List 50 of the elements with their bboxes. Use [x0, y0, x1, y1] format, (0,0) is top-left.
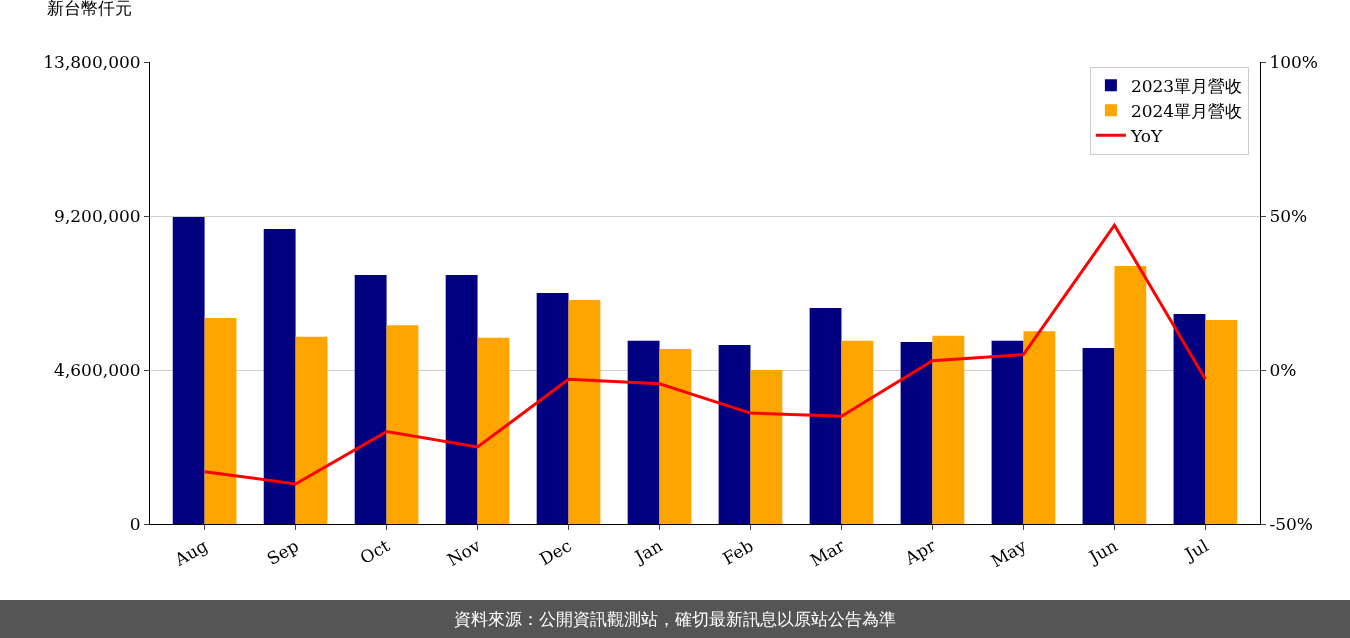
- bar: [1114, 265, 1147, 524]
- legend-label: YoY: [1129, 126, 1163, 146]
- legend-label: 2024單月營收: [1130, 100, 1243, 121]
- bar: [1173, 314, 1206, 524]
- legend-label: 2023單月營收: [1130, 75, 1243, 96]
- bar: [932, 335, 965, 524]
- x-tick-label: Dec: [536, 535, 575, 570]
- bar: [172, 217, 205, 524]
- y-axis-title: 新台幣仟元: [47, 0, 132, 18]
- bar: [627, 340, 660, 524]
- bar: [659, 348, 692, 524]
- x-tick-label: Jan: [629, 535, 666, 568]
- bar: [1023, 331, 1056, 524]
- bar: [750, 370, 783, 524]
- x-tick-label: Aug: [170, 535, 211, 571]
- y2-tick-label: 50%: [1269, 205, 1308, 226]
- x-tick-label: Apr: [900, 534, 940, 569]
- source-note: 資料來源：公開資訊觀測站，確切最新訊息以原站公告為準: [0, 600, 1350, 638]
- y2-tick-label: 0%: [1269, 359, 1297, 380]
- bar: [204, 318, 237, 524]
- bar: [1205, 320, 1238, 524]
- x-tick-label: Feb: [719, 535, 757, 569]
- bar: [991, 340, 1024, 524]
- y-tick-label: 13,800,000: [43, 51, 141, 72]
- x-tick-label: Sep: [263, 535, 302, 570]
- bar: [841, 340, 874, 524]
- bar: [1082, 347, 1115, 524]
- x-tick-label: Jun: [1084, 535, 1121, 569]
- bar: [536, 293, 569, 524]
- y2-tick-label: 100%: [1269, 51, 1319, 72]
- line-series: [203, 223, 1207, 486]
- bar: [445, 274, 478, 524]
- bar: [568, 300, 601, 524]
- bar: [386, 325, 419, 524]
- x-tick-label: May: [987, 535, 1031, 572]
- x-tick-label: Oct: [356, 535, 393, 568]
- x-tick-label: Nov: [443, 535, 485, 571]
- y-tick-label: 4,600,000: [54, 359, 141, 380]
- bar: [809, 308, 842, 524]
- y-tick-label: 9,200,000: [54, 205, 141, 226]
- bar: [263, 229, 296, 524]
- bar: [900, 341, 933, 524]
- x-tick-label: Jul: [1179, 535, 1212, 566]
- x-tick-label: Mar: [806, 534, 849, 571]
- y2-tick-label: -50%: [1269, 513, 1313, 534]
- bar: [718, 344, 751, 524]
- y-tick-label: 0: [129, 513, 141, 534]
- bar: [295, 336, 328, 524]
- bar: [477, 337, 510, 524]
- bar: [354, 274, 387, 524]
